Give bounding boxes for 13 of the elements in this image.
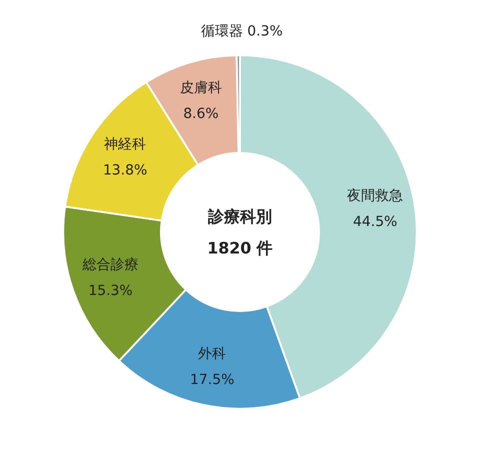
- text: 診療科別: [207, 206, 272, 226]
- data-label: 44.5%: [353, 214, 398, 230]
- data-label: 13.8%: [102, 162, 148, 179]
- data-label: 8.6%: [183, 106, 219, 122]
- slice-label: 循環器 0.3%: [200, 24, 283, 40]
- slice-label: 夜間救急: [347, 188, 404, 204]
- slice-label: 皮膚科: [180, 80, 222, 96]
- slice-label: 神経科: [104, 136, 146, 153]
- data-label: 15.3%: [88, 282, 133, 299]
- slice-label: 外科: [198, 346, 226, 362]
- data-label: 17.5%: [190, 372, 234, 388]
- slice-label: 総合診療: [81, 256, 138, 273]
- text: 1820 件: [207, 238, 273, 258]
